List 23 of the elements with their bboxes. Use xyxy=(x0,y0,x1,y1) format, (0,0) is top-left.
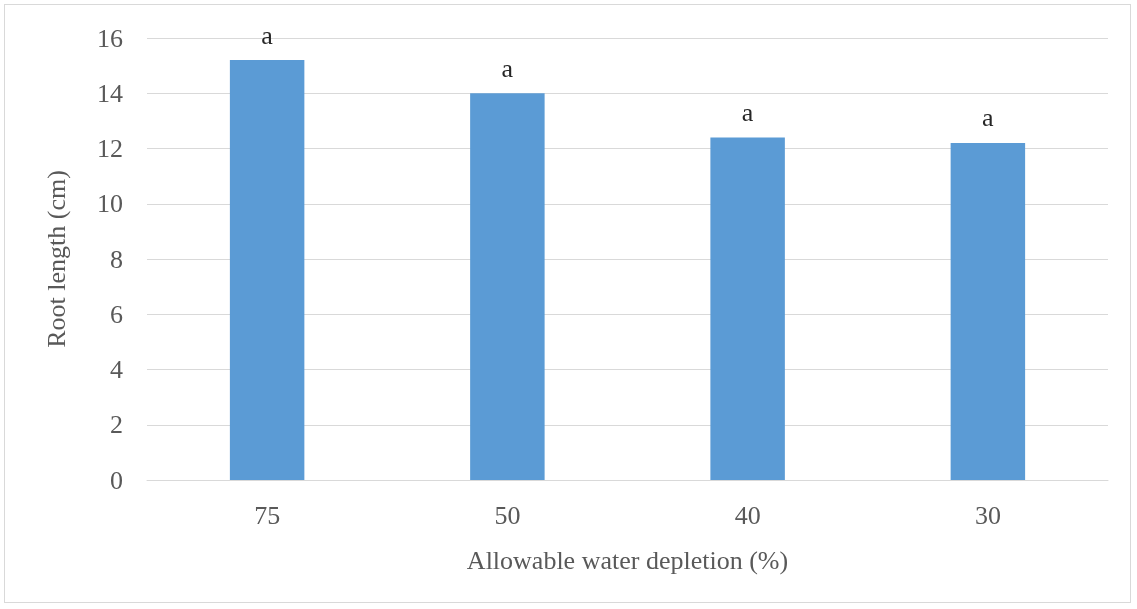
bar xyxy=(470,93,545,480)
annotation: a xyxy=(741,97,754,127)
y-tick-label: 12 xyxy=(97,134,123,163)
annotation: a xyxy=(501,53,514,83)
x-tick-label: 30 xyxy=(974,500,1001,530)
x-axis-title: Allowable water depletion (%) xyxy=(466,545,789,575)
bar xyxy=(229,60,305,480)
y-tick-label: 10 xyxy=(97,189,123,219)
y-tick-label: 2 xyxy=(110,410,123,440)
bar xyxy=(710,137,785,480)
y-tick-label: 14 xyxy=(97,78,123,108)
annotation: a xyxy=(982,103,995,133)
x-tick-label: 75 xyxy=(254,500,281,530)
annotation: a xyxy=(261,20,274,50)
y-tick-label: 16 xyxy=(97,23,123,53)
y-tick-label: 0 xyxy=(110,465,123,495)
x-tick-label: 40 xyxy=(734,500,761,530)
y-tick-label: 4 xyxy=(110,355,123,384)
x-tick-label: 50 xyxy=(494,500,521,530)
y-axis-title: Root length (cm) xyxy=(41,170,71,348)
y-tick-label: 8 xyxy=(110,244,123,274)
bar xyxy=(950,142,1026,480)
y-tick-label: 6 xyxy=(110,299,123,329)
